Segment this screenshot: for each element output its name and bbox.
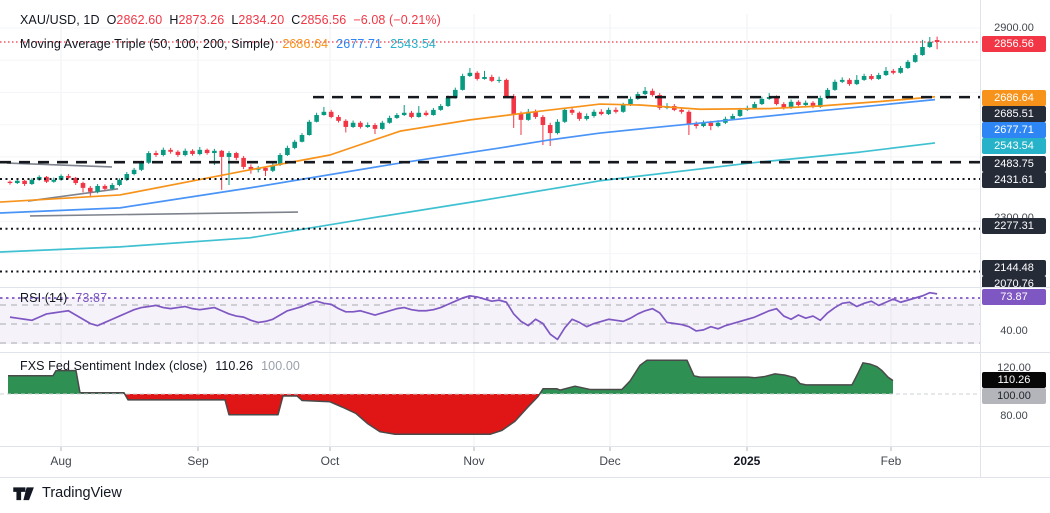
tradingview-logo[interactable]: TradingView (13, 485, 122, 501)
ma-indicator-title: Moving Average Triple (50, 100, 200, Sim… (20, 37, 275, 51)
time-axis[interactable]: Aug Sep Oct Nov Dec 2025 Feb (0, 447, 980, 477)
ma50-value: 2686.64 (282, 37, 329, 51)
open-value: 2862.60 (116, 13, 163, 27)
time-label-Sep: Sep (187, 454, 209, 468)
time-label-Aug: Aug (50, 454, 72, 468)
sentiment-baseline-value: 100.00 (261, 359, 300, 373)
close-value: 2856.56 (300, 13, 347, 27)
symbol-legend-row[interactable]: XAU/USD, 1D O2862.60 H2873.26 L2834.20 C2856… (20, 13, 441, 27)
ma-legend-row[interactable]: Moving Average Triple (50, 100, 200, Sim… (20, 37, 436, 51)
low-label: L (231, 13, 239, 27)
rsi-legend-row[interactable]: RSI (14) 73.87 (20, 291, 107, 305)
sentiment-legend-row[interactable]: FXS Fed Sentiment Index (close) 110.26 100… (20, 359, 300, 373)
time-label-Oct: Oct (320, 454, 340, 468)
symbol-title: XAU/USD, 1D (20, 13, 100, 27)
time-label-Feb: Feb (880, 454, 902, 468)
time-label-Nov: Nov (463, 454, 485, 468)
low-value: 2834.20 (238, 13, 285, 27)
sentiment-value: 110.26 (215, 359, 254, 373)
close-label: C (291, 13, 301, 27)
tradingview-logo-icon (13, 486, 34, 500)
rsi-value: 73.87 (75, 291, 108, 305)
time-label-Dec: Dec (599, 454, 621, 468)
tradingview-logo-text: TradingView (42, 485, 122, 501)
sentiment-title: FXS Fed Sentiment Index (close) (20, 359, 208, 373)
ma200-value: 2543.54 (390, 37, 436, 51)
ma100-value: 2677.71 (336, 37, 383, 51)
rsi-title: RSI (14) (20, 291, 68, 305)
high-label: H (169, 13, 179, 27)
high-value: 2873.26 (178, 13, 225, 27)
open-label: O (106, 13, 117, 27)
change-value: −6.08 (−0.21%) (353, 13, 441, 27)
time-label-2025: 2025 (733, 454, 761, 468)
